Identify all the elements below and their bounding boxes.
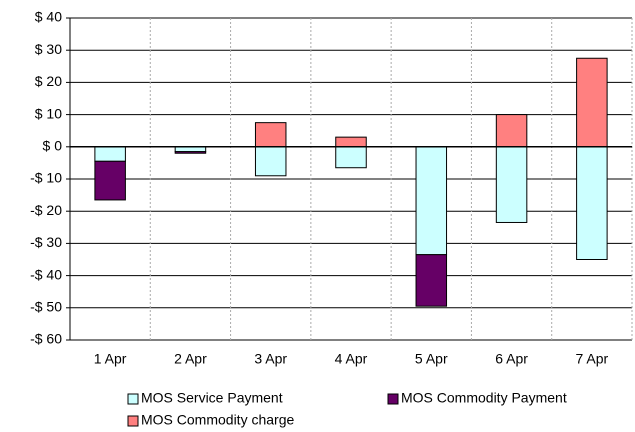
legend-label: MOS Commodity Payment — [401, 390, 567, 406]
bar — [94, 160, 126, 201]
y-tick-label: $ 0 — [43, 138, 63, 154]
y-tick-label: -$ 60 — [30, 331, 62, 347]
x-tick-label: 5 Apr — [415, 351, 448, 367]
bar — [254, 146, 287, 177]
bar — [495, 114, 528, 148]
legend-label: MOS Commodity charge — [141, 412, 294, 428]
y-tick-label: -$ 10 — [30, 170, 62, 186]
y-tick-label: -$ 40 — [30, 266, 62, 282]
bar — [415, 254, 448, 307]
x-tick-label: 7 Apr — [576, 351, 609, 367]
bar — [254, 122, 287, 148]
x-tick-label: 1 Apr — [94, 351, 127, 367]
bar — [94, 146, 126, 162]
y-tick-label: -$ 20 — [30, 202, 62, 218]
legend-label: MOS Service Payment — [141, 390, 283, 406]
legend-swatch — [387, 393, 399, 405]
x-tick-label: 2 Apr — [174, 351, 207, 367]
legend-swatch — [127, 415, 139, 427]
y-tick-label: $ 10 — [35, 105, 62, 121]
x-tick-label: 4 Apr — [335, 351, 368, 367]
y-tick-label: $ 40 — [35, 9, 62, 25]
bar — [576, 146, 608, 260]
x-tick-label: 3 Apr — [254, 351, 287, 367]
y-tick-label: -$ 30 — [30, 234, 62, 250]
y-tick-label: $ 30 — [35, 41, 62, 57]
bar — [415, 146, 448, 256]
y-tick-label: -$ 50 — [30, 299, 62, 315]
bar — [495, 146, 528, 223]
bar — [335, 136, 367, 148]
bar — [335, 146, 367, 169]
y-tick-label: $ 20 — [35, 73, 62, 89]
legend-swatch — [127, 393, 139, 405]
bar — [174, 151, 207, 154]
x-tick-label: 6 Apr — [495, 351, 528, 367]
bar — [576, 57, 608, 148]
